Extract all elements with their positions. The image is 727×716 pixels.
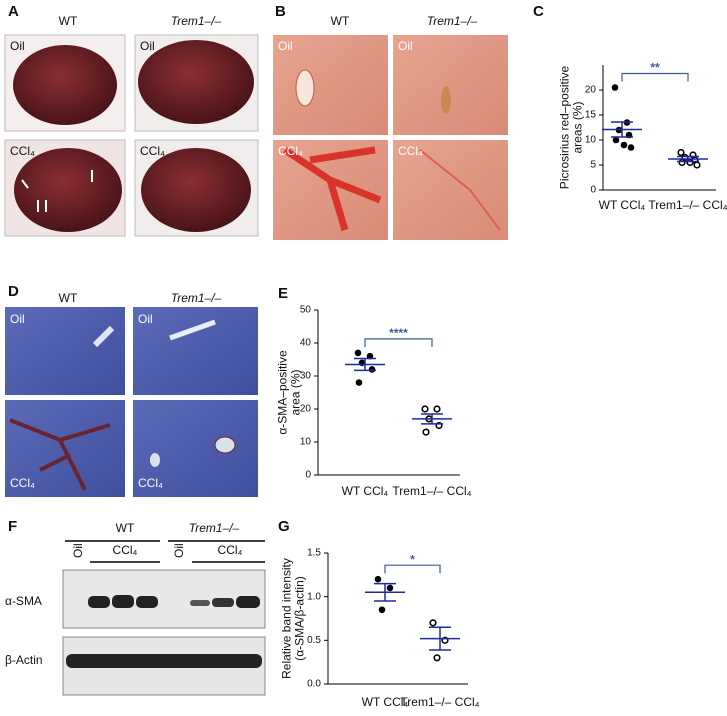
point: [422, 428, 430, 436]
significance-bracket: [364, 338, 433, 347]
y-axis-label: areas (%): [571, 101, 585, 153]
point: [627, 144, 635, 151]
x-tick-label: Trem1–/– CCl₄: [400, 695, 479, 709]
column-header: WT: [331, 14, 350, 28]
point: [386, 584, 394, 592]
y-axis-label: Picrosirius red–positive: [558, 65, 572, 189]
column-header: Trem1–/–: [427, 14, 478, 28]
group-lines: [65, 540, 265, 563]
column-header: WT: [59, 14, 78, 28]
row-label: Oil: [10, 312, 25, 326]
column-header: Trem1–/–: [171, 291, 222, 305]
y-tick-label: 10: [585, 135, 597, 146]
row-label: CCl₄: [140, 144, 165, 158]
row-label: Oil: [140, 39, 155, 53]
western-blot: [62, 569, 266, 696]
row-label: CCl₄: [10, 476, 35, 490]
panel-letter: B: [275, 3, 286, 20]
y-tick-label: 5: [590, 160, 596, 171]
panel-letter: D: [8, 283, 19, 300]
x-tick-label: Trem1–/– CCl₄: [392, 484, 471, 498]
lane-label: Oil: [71, 543, 85, 558]
panel-letter: A: [8, 3, 19, 20]
y-tick-label: 1.5: [307, 548, 321, 559]
liver-photos: [4, 34, 259, 237]
y-tick-label: 0.0: [307, 679, 321, 690]
point: [678, 158, 686, 167]
group-header: WT: [116, 521, 135, 535]
point: [677, 148, 685, 157]
x-tick-label: Trem1–/– CCl₄: [648, 198, 727, 212]
point: [693, 161, 701, 169]
y-tick-label: 50: [300, 305, 312, 316]
blot-label: α-SMA: [5, 594, 42, 608]
y-axis-label: (α-SMA/β-actin): [293, 576, 307, 661]
point: [612, 136, 620, 144]
histology-sma: [5, 307, 258, 497]
histology-sirius: [273, 35, 508, 240]
lane-label: CCl₄: [218, 543, 243, 557]
y-tick-label: 15: [585, 110, 597, 121]
row-label: CCl₄: [10, 144, 35, 158]
row-label: Oil: [398, 39, 413, 53]
panel-letter: C: [533, 3, 544, 20]
y-tick-label: 20: [585, 85, 597, 96]
lane-label: CCl₄: [113, 543, 138, 557]
significance-label: ****: [389, 326, 408, 340]
y-tick-label: 1.0: [307, 591, 321, 602]
row-label: CCl₄: [278, 144, 303, 158]
row-label: Oil: [138, 312, 153, 326]
x-tick-label: WT CCl₄: [362, 695, 409, 709]
row-label: CCl₄: [138, 476, 163, 490]
point: [374, 575, 382, 583]
y-tick-label: 0.5: [307, 635, 321, 646]
y-tick-label: 0: [590, 185, 596, 196]
y-axis-label: Relative band intensity: [280, 558, 294, 679]
y-axis-label: α-SMA–positive: [276, 350, 290, 435]
significance-label: *: [410, 552, 415, 566]
point: [433, 654, 441, 662]
point: [433, 405, 441, 413]
y-tick-label: 0: [305, 470, 311, 481]
significance-bracket: [384, 564, 441, 574]
panel-letter: G: [278, 518, 290, 535]
blot-label: β-Actin: [5, 653, 43, 667]
panel-letter: F: [8, 518, 17, 535]
y-tick-label: 40: [300, 338, 312, 349]
row-label: Oil: [278, 39, 293, 53]
x-tick-label: WT CCl₄: [342, 484, 389, 498]
column-header: Trem1–/–: [171, 14, 222, 28]
point: [378, 606, 386, 614]
lane-label: Oil: [172, 543, 186, 558]
point: [429, 619, 437, 627]
x-tick-label: WT CCl₄: [599, 198, 646, 212]
point: [620, 141, 628, 149]
panel-letter: E: [278, 285, 288, 302]
point: [355, 379, 363, 386]
row-label: CCl₄: [398, 144, 423, 158]
column-header: WT: [59, 291, 78, 305]
point: [611, 84, 619, 91]
point: [354, 349, 362, 357]
row-label: Oil: [10, 39, 25, 53]
y-tick-label: 30: [300, 371, 312, 382]
y-axis-label: area (%): [289, 369, 303, 415]
point: [421, 405, 429, 413]
significance-label: **: [650, 61, 660, 75]
y-tick-label: 20: [300, 404, 312, 415]
point: [368, 366, 376, 373]
y-tick-label: 10: [300, 437, 312, 448]
significance-bracket: [621, 72, 689, 82]
group-header: Trem1–/–: [189, 521, 240, 535]
